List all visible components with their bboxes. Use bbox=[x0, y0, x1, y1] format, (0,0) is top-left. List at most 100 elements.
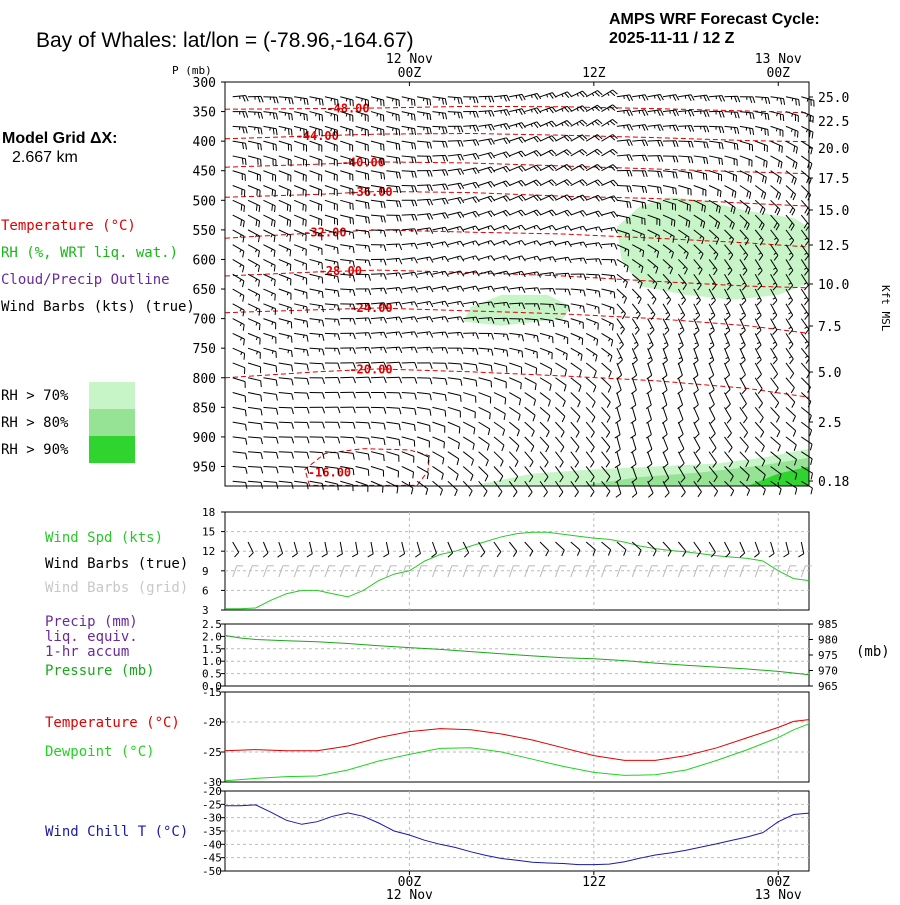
barb-flag bbox=[415, 393, 417, 399]
barb-flag bbox=[399, 302, 402, 308]
wind-barb bbox=[555, 348, 567, 360]
wind-barb bbox=[571, 289, 585, 296]
barb-staff bbox=[263, 333, 275, 337]
barb-staff bbox=[709, 452, 716, 463]
barb-flag bbox=[384, 274, 386, 280]
barb-staff bbox=[402, 141, 415, 143]
wind-barb bbox=[448, 212, 464, 218]
wind-barb bbox=[509, 437, 519, 452]
barb-flag bbox=[619, 345, 623, 350]
barb-flag bbox=[781, 98, 782, 104]
wind-barb bbox=[402, 243, 418, 249]
wind-barb bbox=[648, 110, 664, 116]
barb-half-flag bbox=[473, 257, 474, 260]
wind-barb bbox=[233, 96, 249, 102]
barb-flag bbox=[673, 141, 675, 147]
wind-barb bbox=[340, 377, 355, 383]
barb-half-flag bbox=[350, 232, 351, 235]
barb-flag bbox=[549, 181, 554, 185]
barb-flag bbox=[595, 166, 600, 170]
barb-flag bbox=[458, 184, 461, 190]
barb-staff bbox=[386, 452, 398, 456]
wind-chill-panel: -50-45-40-35-30-25-20 bbox=[202, 785, 809, 878]
barb-staff bbox=[494, 378, 506, 382]
surface-wind-barb bbox=[432, 542, 437, 557]
barb-flag bbox=[369, 347, 371, 353]
barb-staff bbox=[417, 542, 420, 554]
barb-staff bbox=[632, 200, 645, 202]
wind-barb bbox=[479, 124, 495, 130]
barb-staff bbox=[663, 378, 667, 390]
surface-wind-barb bbox=[617, 542, 626, 556]
barb-staff bbox=[263, 171, 275, 175]
barb-flag bbox=[338, 453, 339, 459]
barb-flag bbox=[241, 220, 242, 226]
barb-flag bbox=[384, 455, 385, 461]
barb-flag bbox=[561, 447, 564, 452]
barb-flag bbox=[691, 157, 693, 163]
contour-label: -32.00 bbox=[303, 225, 346, 239]
wind-barb bbox=[402, 171, 417, 178]
barb-flag bbox=[503, 197, 507, 202]
barb-half-flag bbox=[563, 353, 564, 356]
barb-flag bbox=[615, 405, 620, 409]
barb-flag bbox=[442, 98, 443, 104]
barb-half-flag bbox=[377, 128, 378, 131]
wind-barb bbox=[525, 407, 535, 421]
time-label-top: 00Z bbox=[398, 66, 422, 81]
barb-flag bbox=[307, 452, 309, 458]
y-tick-label: -30 bbox=[202, 812, 222, 825]
barb-staff bbox=[356, 362, 369, 363]
barb-staff bbox=[432, 348, 445, 349]
barb-flag bbox=[567, 92, 571, 97]
surface-wind-barb bbox=[463, 542, 468, 557]
wind-barb bbox=[694, 141, 708, 148]
barb-flag bbox=[290, 191, 291, 197]
legend-cloud: Cloud/Precip Outline bbox=[1, 272, 170, 288]
wind-barb bbox=[525, 378, 537, 390]
wind-barb bbox=[571, 304, 585, 313]
barb-staff bbox=[494, 95, 507, 96]
barb-flag bbox=[645, 155, 647, 161]
barb-flag bbox=[794, 179, 796, 185]
wind-barb bbox=[356, 347, 371, 353]
y-tick-label: 1.5 bbox=[202, 643, 222, 656]
wind-barb bbox=[494, 256, 510, 261]
barb-half-flag bbox=[534, 242, 535, 245]
barb-flag bbox=[564, 151, 569, 155]
wind-barb bbox=[279, 333, 292, 342]
barb-flag bbox=[412, 186, 414, 192]
barb-half-flag bbox=[350, 246, 351, 249]
wind-barb bbox=[632, 333, 638, 349]
barb-half-flag bbox=[649, 342, 652, 343]
wind-barb bbox=[432, 378, 447, 385]
barb-flag bbox=[591, 447, 594, 452]
wind-barb bbox=[371, 332, 387, 338]
barb-flag bbox=[276, 423, 278, 429]
barb-flag bbox=[504, 139, 508, 144]
wind-barb bbox=[356, 318, 371, 324]
barb-half-flag bbox=[423, 98, 424, 101]
wind-barb bbox=[662, 378, 667, 394]
barb-half-flag bbox=[334, 276, 335, 279]
barb-staff bbox=[632, 186, 645, 187]
barb-staff bbox=[340, 437, 353, 438]
surface-wind-barb bbox=[555, 542, 564, 556]
barb-flag bbox=[676, 125, 679, 131]
barb-flag bbox=[307, 115, 308, 121]
wind-barb bbox=[586, 348, 597, 361]
barb-flag bbox=[568, 289, 570, 295]
barb-flag bbox=[384, 216, 386, 222]
wind-barb bbox=[233, 245, 244, 258]
barb-flag bbox=[259, 309, 260, 315]
barb-flag bbox=[737, 128, 738, 134]
barb-staff bbox=[525, 288, 538, 289]
barb-flag bbox=[307, 393, 309, 399]
barb-staff bbox=[694, 156, 707, 158]
barb-half-flag bbox=[577, 123, 579, 126]
barb-flag bbox=[243, 112, 245, 118]
barb-half-flag bbox=[726, 357, 729, 358]
y-tick-label: -35 bbox=[202, 825, 222, 838]
barb-staff bbox=[263, 215, 275, 221]
